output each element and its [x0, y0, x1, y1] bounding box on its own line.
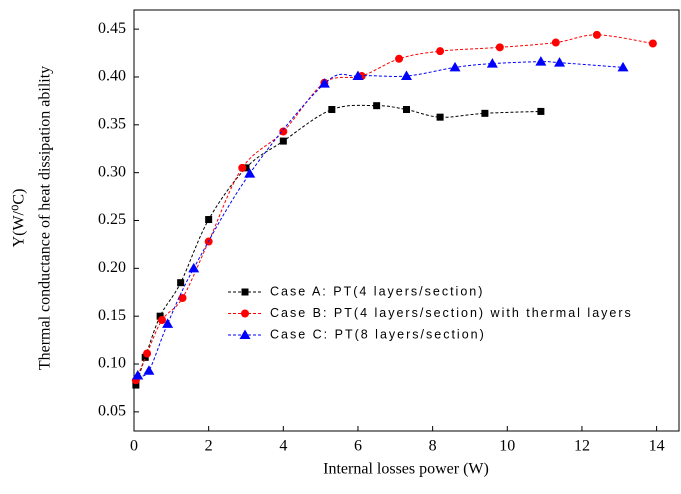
marker — [157, 316, 166, 325]
series-line — [135, 104, 541, 386]
marker — [318, 78, 330, 88]
y-tick-label: 0.15 — [98, 307, 126, 324]
y-tick-label: 0.05 — [98, 403, 126, 420]
marker — [156, 312, 164, 320]
marker — [403, 106, 410, 114]
marker — [177, 279, 185, 287]
x-axis-title: Internal losses power (W) — [323, 461, 489, 478]
marker — [436, 113, 444, 121]
marker — [132, 370, 144, 380]
y-tick-label: 0.40 — [98, 68, 126, 85]
y-tick-label: 0.20 — [98, 259, 126, 276]
marker — [279, 137, 287, 145]
marker — [592, 30, 601, 39]
y-tick-label: 0.35 — [98, 115, 126, 132]
marker — [373, 102, 381, 110]
marker — [617, 61, 629, 72]
marker — [648, 39, 657, 48]
marker — [162, 318, 174, 328]
marker — [328, 106, 336, 114]
legend-marker — [241, 309, 249, 318]
marker — [495, 43, 504, 52]
marker — [551, 38, 560, 47]
marker — [244, 168, 256, 178]
marker — [143, 349, 152, 358]
x-tick-label: 8 — [429, 438, 437, 455]
y-axis-title: Thermal conductance of heat dissipation … — [37, 66, 54, 370]
x-tick-label: 14 — [649, 438, 665, 455]
legend-marker — [241, 288, 249, 296]
legend-text: Case C: PT(8 layers/section) — [270, 327, 486, 341]
marker — [486, 58, 498, 68]
y-tick-label: 0.30 — [98, 163, 126, 180]
y-axis-title: Y(W/⁰C) — [11, 189, 28, 248]
marker — [238, 163, 247, 172]
legend-marker — [239, 329, 251, 339]
marker — [481, 109, 489, 117]
marker — [188, 262, 200, 273]
y-tick-label: 0.10 — [98, 355, 126, 372]
y-tick-label: 0.45 — [98, 20, 126, 37]
y-tick-label: 0.25 — [98, 211, 126, 228]
marker — [178, 294, 187, 303]
x-tick-label: 0 — [130, 438, 138, 455]
marker — [436, 47, 445, 56]
x-tick-label: 10 — [499, 438, 515, 455]
x-tick-label: 4 — [279, 438, 287, 455]
marker — [537, 107, 545, 115]
marker — [141, 353, 149, 361]
marker — [535, 56, 547, 66]
marker — [205, 216, 213, 224]
x-tick-label: 12 — [574, 438, 590, 455]
marker — [395, 54, 404, 63]
marker — [279, 127, 288, 136]
legend-text: Case A: PT(4 layers/section) — [270, 284, 484, 298]
x-tick-label: 2 — [205, 438, 213, 455]
marker — [554, 57, 566, 67]
marker — [401, 70, 412, 81]
marker — [143, 365, 155, 375]
marker — [449, 61, 461, 72]
x-tick-label: 6 — [354, 438, 362, 455]
legend-text: Case B: PT(4 layers/section) with therma… — [270, 306, 633, 320]
marker — [132, 381, 140, 389]
marker — [352, 70, 364, 81]
